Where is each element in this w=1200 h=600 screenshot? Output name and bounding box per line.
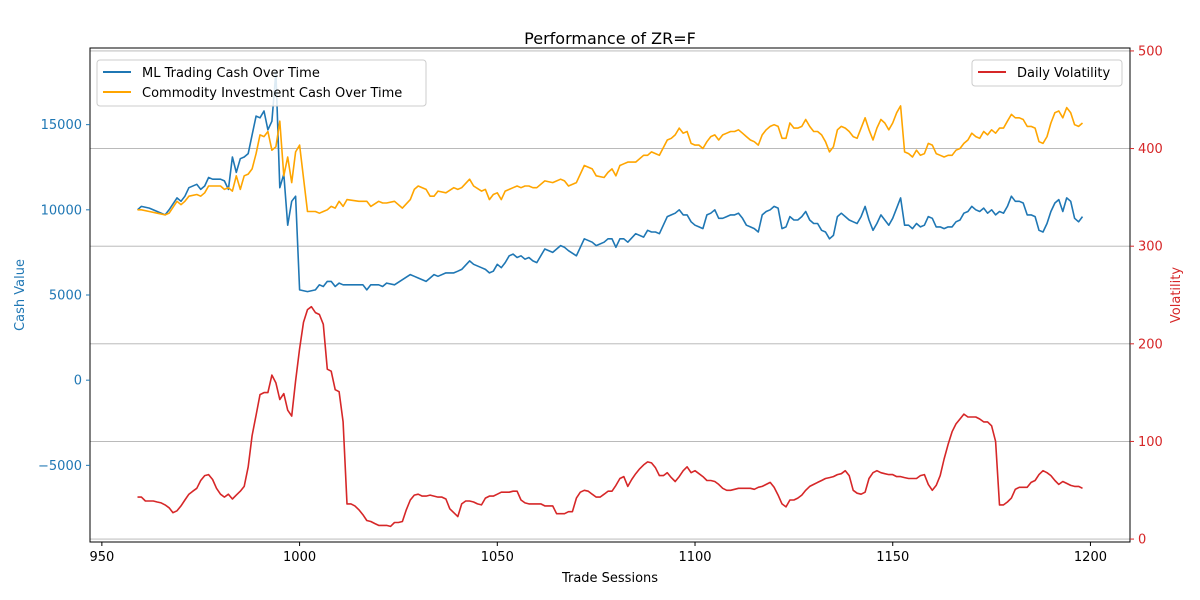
chart-title: Performance of ZR=F <box>524 29 696 48</box>
y-right-tick-label-100: 100 <box>1138 435 1163 450</box>
y-left-tick-label-5000: 5000 <box>49 289 82 304</box>
x-tick-label-1200: 1200 <box>1074 550 1107 565</box>
y-right-tick-label-300: 300 <box>1138 240 1163 255</box>
x-tick-label-1050: 1050 <box>481 550 514 565</box>
x-tick-label-1000: 1000 <box>283 550 316 565</box>
x-tick-label-1100: 1100 <box>678 550 711 565</box>
y-axis-label-left: Cash Value <box>13 259 28 331</box>
x-axis-label: Trade Sessions <box>561 571 658 586</box>
legend-right: Daily Volatility <box>972 60 1122 86</box>
legend-left: ML Trading Cash Over Time Commodity Inve… <box>97 60 426 106</box>
legend-commodity-label: Commodity Investment Cash Over Time <box>142 86 402 101</box>
y-left-tick-label-0: 0 <box>74 374 82 389</box>
y-right-tick-label-0: 0 <box>1138 533 1146 548</box>
legend-volatility-label: Daily Volatility <box>1017 66 1110 81</box>
y-left-tick-label--5000: −5000 <box>38 459 82 474</box>
y-right-tick-label-500: 500 <box>1138 44 1163 59</box>
y-left-tick-label-10000: 10000 <box>41 203 82 218</box>
y-right-tick-label-200: 200 <box>1138 337 1163 352</box>
x-tick-label-1150: 1150 <box>876 550 909 565</box>
y-axis-label-right: Volatility <box>1169 267 1184 323</box>
y-left-tick-label-15000: 15000 <box>41 118 82 133</box>
legend-ml-label: ML Trading Cash Over Time <box>142 66 320 81</box>
x-tick-label-950: 950 <box>89 550 114 565</box>
y-right-tick-label-400: 400 <box>1138 142 1163 157</box>
